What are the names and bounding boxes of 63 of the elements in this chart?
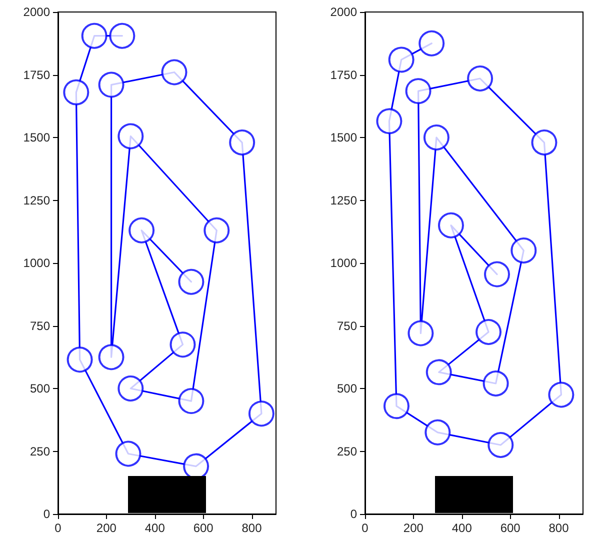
y-tick-label: 1000 [330, 256, 358, 270]
point [510, 237, 537, 264]
y-tick-label: 0 [350, 507, 358, 521]
point [408, 320, 434, 346]
point [66, 346, 93, 373]
point [484, 261, 510, 288]
y-tick-label: 1750 [23, 68, 50, 82]
point [467, 66, 494, 92]
point [178, 268, 204, 295]
y-tick-label: 1750 [330, 68, 358, 82]
point [424, 419, 451, 446]
point [548, 382, 574, 408]
x-tick-label: 800 [242, 521, 262, 535]
y-tick-label: 1250 [330, 193, 358, 208]
y-tick-label: 0 [43, 507, 50, 521]
point [405, 78, 432, 104]
point [170, 332, 196, 358]
y-tick-label: 750 [30, 318, 50, 333]
y-tick-label: 750 [336, 318, 358, 333]
point [248, 400, 274, 427]
point [438, 212, 464, 238]
y-tick-label: 2000 [330, 5, 358, 19]
point [109, 22, 136, 49]
y-tick-label: 500 [336, 382, 358, 396]
point [178, 388, 204, 414]
y-tick-label: 1250 [23, 193, 50, 208]
point [229, 130, 256, 156]
point [128, 217, 155, 244]
point [531, 130, 558, 156]
y-tick-label: 2000 [23, 5, 50, 19]
point [98, 72, 124, 98]
point [423, 124, 450, 150]
point [376, 108, 402, 134]
x-tick-label: 0 [362, 521, 369, 535]
point [418, 30, 445, 56]
x-tick-label: 600 [193, 521, 214, 535]
x-tick-label: 800 [548, 521, 570, 535]
point [161, 59, 188, 86]
y-tick-label: 250 [336, 444, 358, 458]
point [115, 440, 142, 467]
point [204, 217, 230, 244]
point [384, 393, 410, 420]
y-tick-label: 1500 [330, 130, 358, 144]
point [63, 79, 90, 106]
point [476, 319, 502, 346]
x-tick-label: 400 [144, 521, 166, 535]
x-tick-label: 600 [500, 521, 521, 535]
y-tick-label: 1000 [23, 256, 50, 270]
x-tick-label: 200 [403, 521, 424, 535]
point [488, 432, 514, 458]
point [118, 376, 144, 402]
x-tick-label: 400 [452, 521, 472, 535]
point [98, 344, 124, 370]
x-tick-label: 0 [54, 521, 62, 535]
y-tick-label: 500 [30, 382, 50, 396]
point [426, 359, 452, 386]
x-tick-label: 200 [96, 521, 117, 535]
y-tick-label: 250 [30, 444, 50, 458]
point [118, 123, 144, 150]
point [81, 22, 108, 49]
y-tick-label: 1500 [23, 130, 50, 144]
point [388, 46, 414, 73]
point [482, 370, 509, 396]
